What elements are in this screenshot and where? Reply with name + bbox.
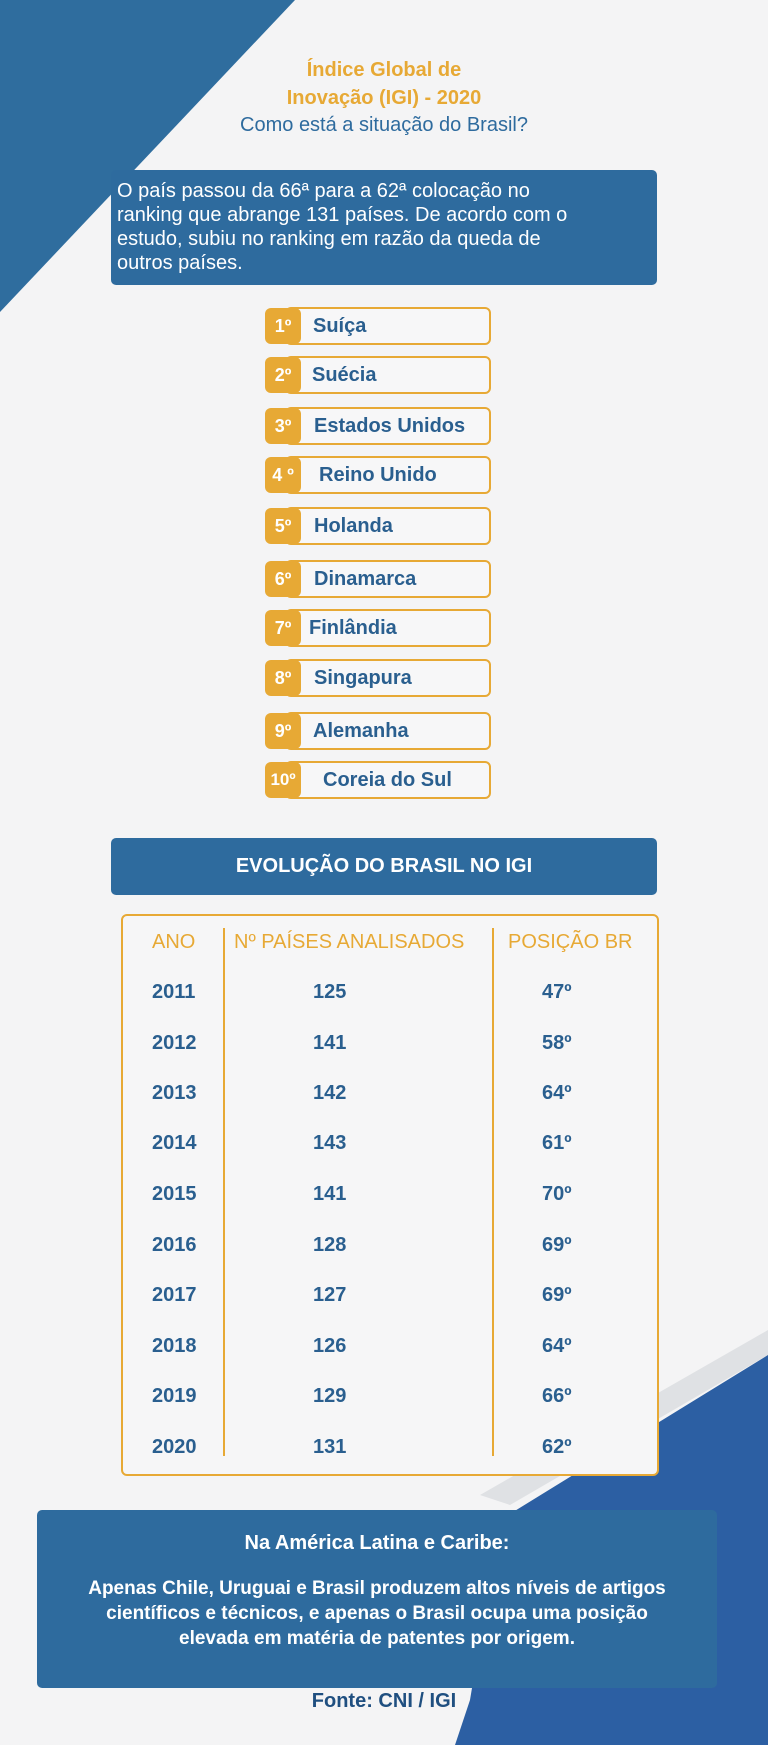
latin-america-line: Apenas Chile, Uruguai e Brasil produzem … [88,1578,666,1599]
table-divider [492,928,494,1456]
column-header-countries: Nº PAÍSES ANALISADOS [234,931,465,953]
ranking-item: 4 º Reino Unido [265,456,491,494]
table-cell-countries: 141 [313,1032,347,1054]
table-cell-year: 2011 [152,981,196,1003]
ranking-position-badge: 3º [265,408,301,444]
ranking-country-name: Suécia [312,364,377,386]
ranking-item: 7º Finlândia [265,609,491,647]
table-cell-countries: 131 [313,1436,347,1458]
page-title-line2: Inovação (IGI) - 2020 [286,87,482,109]
ranking-position-badge: 9º [265,713,301,749]
ranking-country-name: Dinamarca [314,568,417,590]
table-divider [223,928,225,1456]
ranking-item: 3º Estados Unidos [265,407,491,445]
ranking-country-name: Holanda [314,515,393,537]
ranking-country-name: Alemanha [313,720,409,742]
table-cell-position: 58º [542,1032,572,1054]
table-cell-year: 2014 [152,1132,197,1154]
ranking-country-name: Singapura [314,667,412,689]
intro-line: estudo, subiu no ranking em razão da que… [117,228,541,250]
ranking-item-frame [285,560,491,598]
ranking-item-frame [285,761,491,799]
latin-america-line: elevada em matéria de patentes por orige… [179,1628,575,1649]
ranking-item: 9º Alemanha [265,712,491,750]
intro-line: O país passou da 66ª para a 62ª colocaçã… [117,180,530,202]
table-cell-position: 70º [542,1183,572,1205]
ranking-item: 5º Holanda [265,507,491,545]
ranking-position-badge: 10º [265,762,301,798]
intro-line: ranking que abrange 131 países. De acord… [117,204,568,226]
table-cell-year: 2019 [152,1385,197,1407]
table-cell-position: 69º [542,1284,572,1306]
table-cell-year: 2012 [152,1032,197,1054]
ranking-item-frame [285,659,491,697]
table-cell-countries: 126 [313,1335,347,1357]
ranking-position-badge: 7º [265,610,301,646]
table-cell-position: 64º [542,1082,572,1104]
table-cell-countries: 129 [313,1385,347,1407]
ranking-position-badge: 2º [265,357,301,393]
ranking-item: 6º Dinamarca [265,560,491,598]
ranking-item: 2º Suécia [265,356,491,394]
column-header-position: POSIÇÃO BR [508,931,633,953]
ranking-item: 10º Coreia do Sul [265,761,491,799]
source-credit: Fonte: CNI / IGI [311,1690,457,1712]
ranking-position-badge: 5º [265,508,301,544]
ranking-country-name: Reino Unido [319,464,437,486]
table-cell-countries: 125 [313,981,347,1003]
table-cell-year: 2018 [152,1335,197,1357]
intro-line: outros países. [117,252,243,274]
table-cell-position: 64º [542,1335,572,1357]
table-cell-year: 2016 [152,1234,197,1256]
evolution-table [121,914,659,1476]
ranking-item-frame [285,609,491,647]
ranking-item-frame [285,307,491,345]
latin-america-box: Na América Latina e Caribe: Apenas Chile… [37,1510,717,1688]
table-cell-countries: 127 [313,1284,347,1306]
latin-america-text: Apenas Chile, Uruguai e Brasil produzem … [37,1576,717,1651]
column-header-year: ANO [152,931,196,953]
table-cell-countries: 142 [313,1082,347,1104]
evolution-header: EVOLUÇÃO DO BRASIL NO IGI [111,838,657,895]
latin-america-line: científicos e técnicos, e apenas o Brasi… [106,1603,648,1624]
ranking-item-frame [285,407,491,445]
table-cell-position: 62º [542,1436,572,1458]
ranking-position-badge: 4 º [265,457,301,493]
page-title-line1: Índice Global de [306,59,462,81]
ranking-country-name: Suíça [313,315,367,337]
table-cell-year: 2015 [152,1183,197,1205]
table-cell-year: 2013 [152,1082,197,1104]
table-cell-year: 2017 [152,1284,197,1306]
table-cell-countries: 128 [313,1234,347,1256]
table-cell-position: 69º [542,1234,572,1256]
top-left-blue-triangle [0,0,295,312]
table-cell-countries: 141 [313,1183,347,1205]
ranking-position-badge: 1º [265,308,301,344]
intro-box: O país passou da 66ª para a 62ª colocaçã… [111,170,657,285]
ranking-item-frame [285,356,491,394]
page-subtitle: Como está a situação do Brasil? [240,114,528,136]
ranking-country-name: Estados Unidos [314,415,466,437]
ranking-item: 8º Singapura [265,659,491,697]
table-cell-position: 47º [542,981,572,1003]
table-cell-position: 66º [542,1385,572,1407]
ranking-position-badge: 8º [265,660,301,696]
ranking-position-badge: 6º [265,561,301,597]
latin-america-title: Na América Latina e Caribe: [244,1532,510,1554]
ranking-item: 1º Suíça [265,307,491,345]
table-cell-year: 2020 [152,1436,197,1458]
table-cell-position: 61º [542,1132,572,1154]
table-cell-countries: 143 [313,1132,347,1154]
ranking-country-name: Coreia do Sul [323,769,452,791]
ranking-item-frame [285,456,491,494]
ranking-item-frame [285,712,491,750]
ranking-country-name: Finlândia [309,617,397,639]
